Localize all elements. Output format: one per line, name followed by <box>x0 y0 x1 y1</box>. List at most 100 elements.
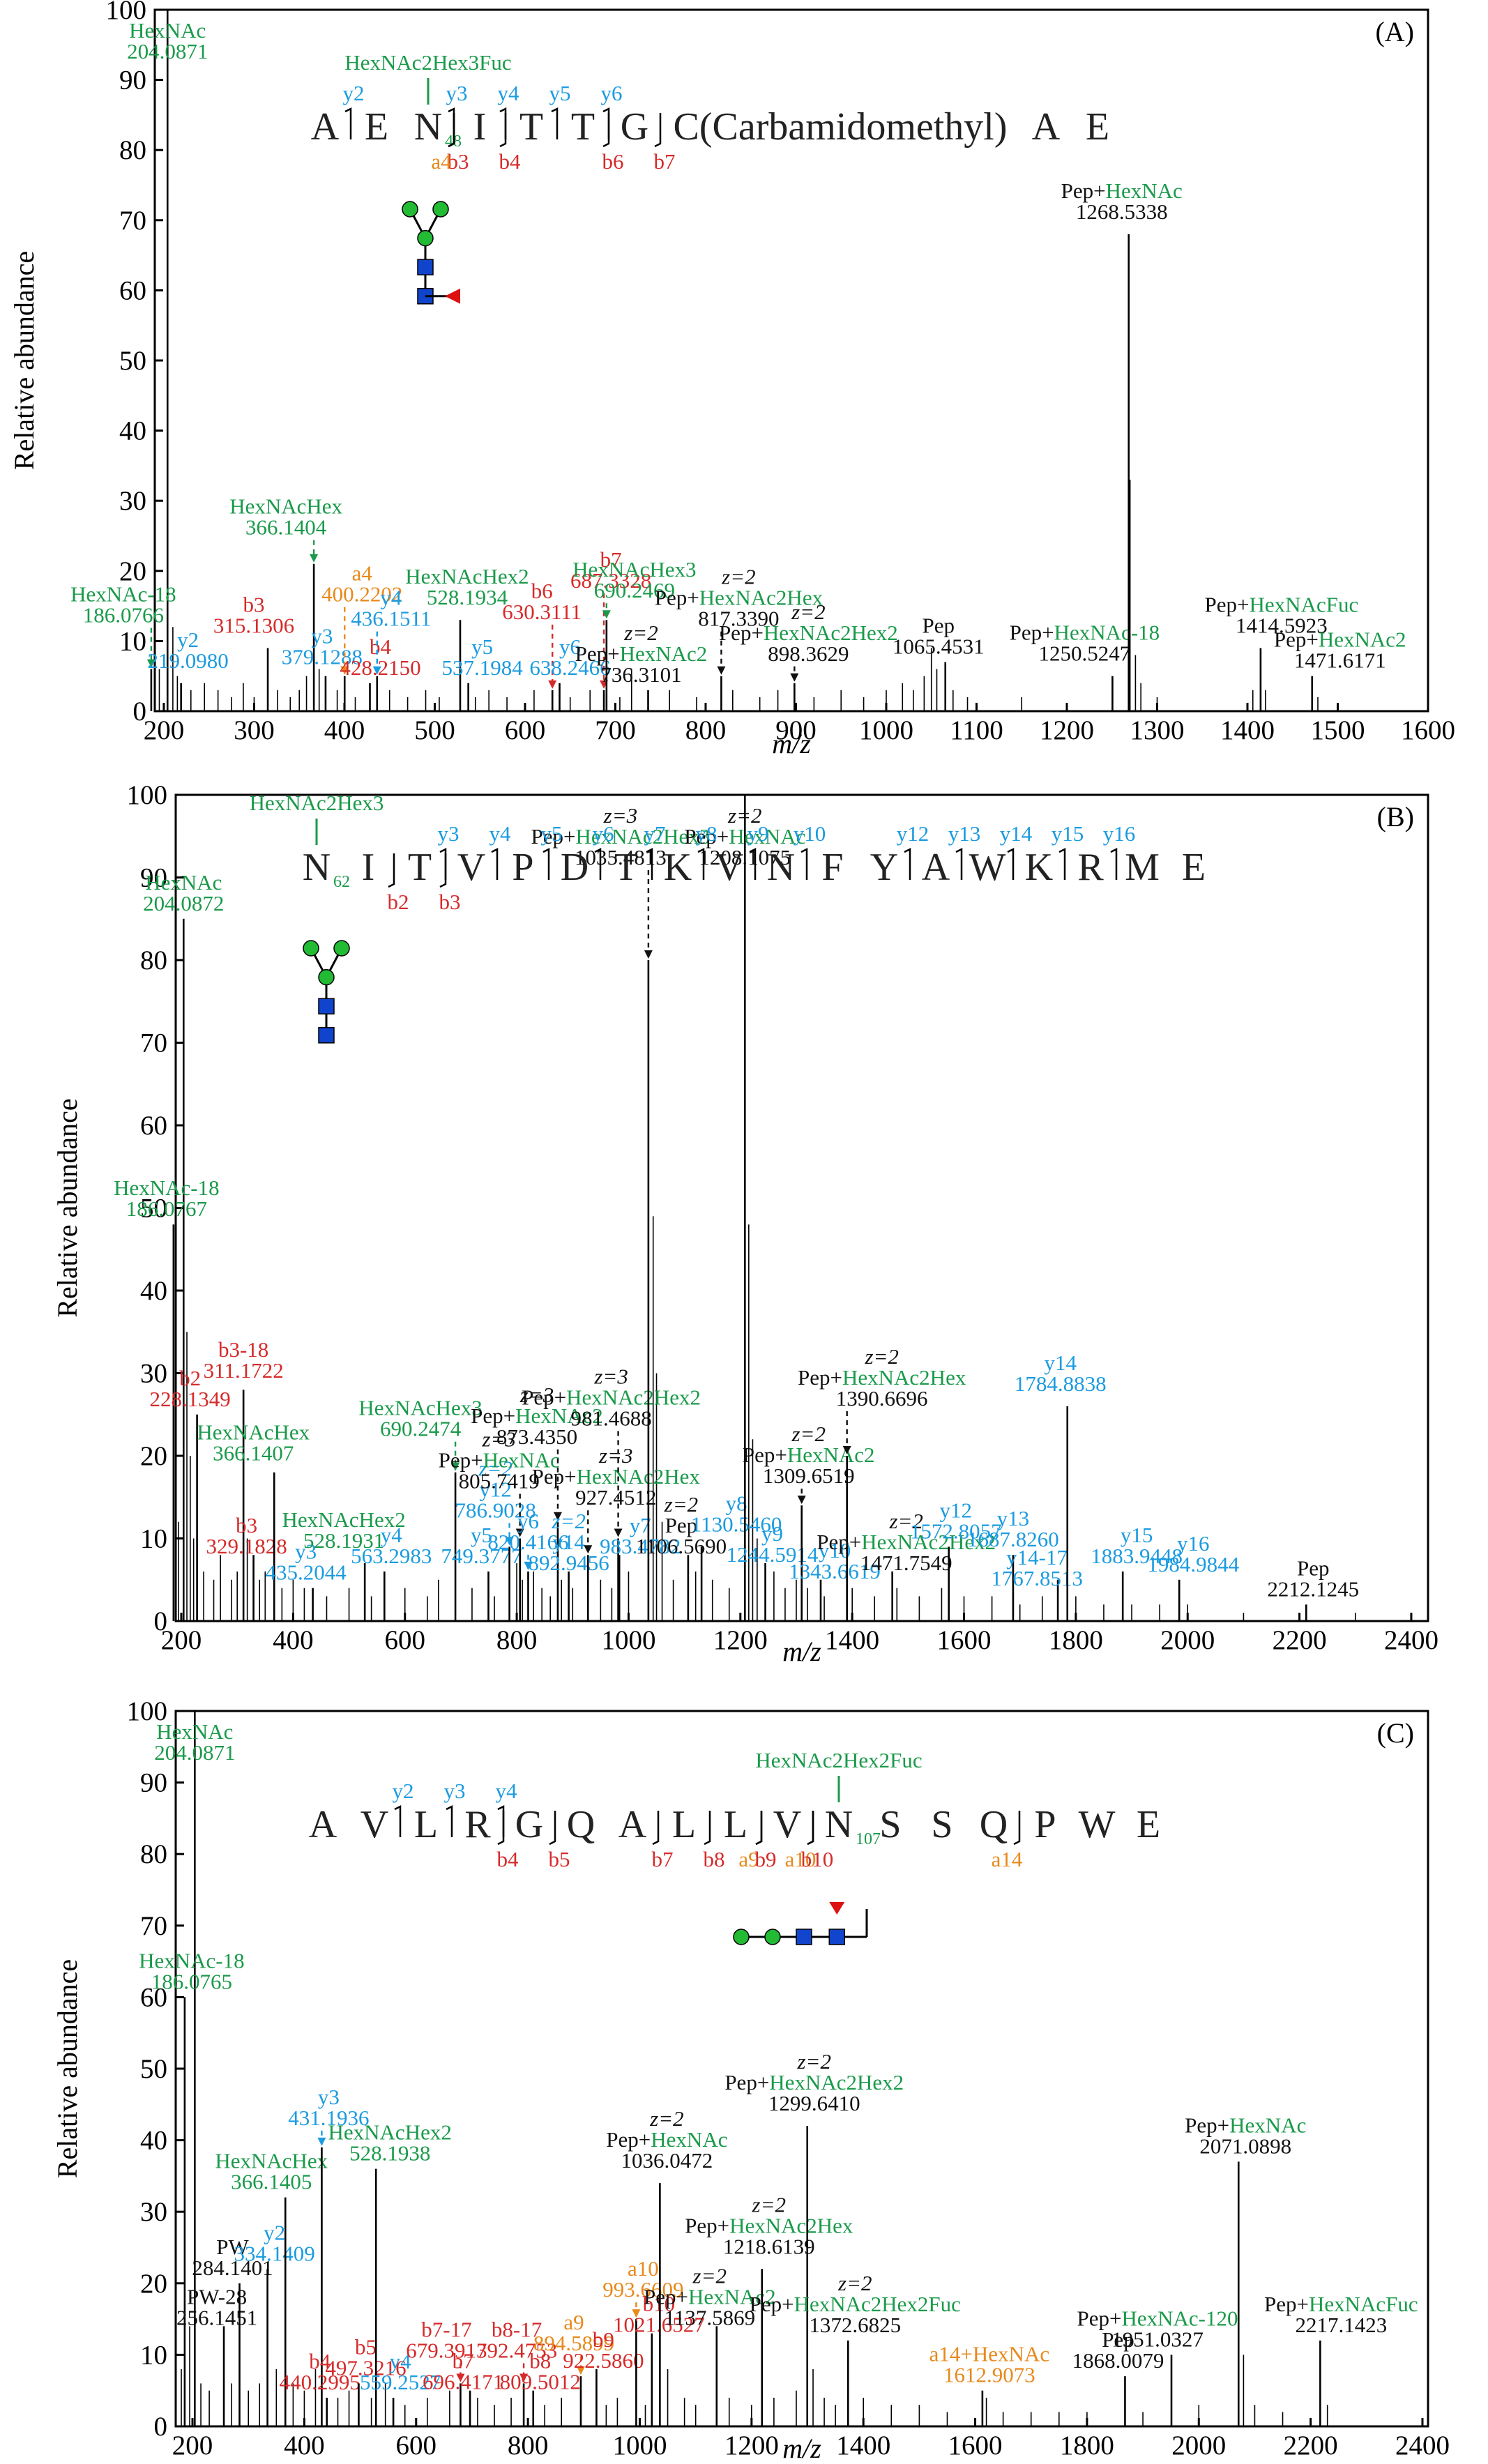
y-ion-label: y6 <box>593 821 614 846</box>
y-ion-bracket <box>1007 847 1015 880</box>
peak-label-line: Pep+HexNAc2Hex2 <box>522 1385 701 1410</box>
label-part: HexNAc2Hex <box>729 2213 853 2237</box>
x-tick-label: 1000 <box>601 1625 655 1655</box>
x-tick-label: 1300 <box>1130 715 1184 745</box>
peak-label-line: 679.3913 <box>406 2338 487 2362</box>
residue: G <box>621 105 648 149</box>
hexnac-glyph <box>318 1027 335 1044</box>
residue: L <box>672 1803 696 1846</box>
peak-label-line: 1868.0079 <box>1072 2348 1164 2373</box>
y-tick-label: 30 <box>140 1359 167 1389</box>
residue: F <box>821 846 843 889</box>
b-ion-bracket <box>755 1811 763 1846</box>
y-tick-label: 70 <box>119 206 146 236</box>
y-tick-label: 10 <box>119 626 146 656</box>
peak-label-line: 1299.6410 <box>768 2091 860 2115</box>
y-tick-label: 30 <box>119 486 146 516</box>
y-tick-label: 60 <box>140 1982 167 2012</box>
peak-label-line: b8-17 <box>492 2317 542 2341</box>
peak-label-line: 537.1984 <box>442 655 524 680</box>
y-ion-label: y5 <box>541 821 563 846</box>
hexnac-glyph <box>828 1929 845 1945</box>
b-ion-bracket <box>704 1811 711 1846</box>
peak-label-line: HexNAcHex <box>215 2149 328 2173</box>
residue: V <box>457 846 485 889</box>
y-ion-label: y2 <box>343 81 365 105</box>
peak-label-line: z=2 <box>478 1456 512 1480</box>
x-tick-label: 1600 <box>1401 715 1455 745</box>
y-ion-label: y15 <box>1052 821 1084 846</box>
residue: D <box>561 846 589 889</box>
residue: T <box>614 846 638 889</box>
residue: A <box>311 105 340 149</box>
peak-label-line: 204.0872 <box>143 891 224 915</box>
label-part: HexNAc-18 <box>1054 621 1160 645</box>
residue: T <box>408 846 432 889</box>
leader-arrow <box>553 1512 562 1521</box>
label-part: Pep+ <box>575 641 620 666</box>
peak-label-line: y7 <box>630 1513 651 1537</box>
peak-label-line: z=2 <box>837 2271 872 2295</box>
x-tick-label: 1500 <box>1310 715 1365 745</box>
leader-arrow <box>340 666 349 675</box>
residue: R <box>464 1803 491 1846</box>
peak-label-line: 736.3101 <box>600 662 681 687</box>
residue: Y <box>870 846 898 889</box>
label-part: Pep+ <box>750 2292 794 2316</box>
peak-label-line: z=2 <box>727 803 761 828</box>
label-part: Pep+ <box>1205 592 1250 616</box>
residue: Q <box>567 1803 595 1846</box>
hexose-glyph <box>402 201 418 218</box>
a-ion-label: a10 <box>785 1847 817 1871</box>
leader-arrow <box>317 2137 326 2146</box>
x-tick-label: 1800 <box>1060 2431 1114 2461</box>
spectrum-panel: 200 400 600 800 1000 1200 1400 1600 1800 2000 2200… <box>52 1696 1450 2464</box>
y-tick-label: 40 <box>140 2126 167 2156</box>
peak-label-line: z=2 <box>551 1509 585 1533</box>
peak-label-line: 983.4782 <box>600 1534 681 1558</box>
peak-label-line: 1572.8057 <box>910 1519 1002 1543</box>
x-tick-label: 300 <box>234 715 275 745</box>
residue: K <box>664 846 692 889</box>
peak-label-line: Pep+HexNAc2Hex <box>685 2213 853 2237</box>
peak-label-line: 1268.5338 <box>1076 199 1168 224</box>
leader-arrow <box>524 1561 533 1570</box>
b-ion-bracket <box>652 1811 660 1846</box>
peak-label-line: b3 <box>236 1513 257 1537</box>
peak-label-line: 1883.9448 <box>1091 1544 1183 1568</box>
peak-label-line: 563.2983 <box>351 1544 432 1568</box>
hexose-glyph <box>318 968 335 986</box>
peak-label-line: 1612.9073 <box>943 2363 1035 2387</box>
peak-label-line: 690.2474 <box>380 1417 462 1441</box>
label-part: HexNAc2 <box>1319 628 1406 652</box>
peak-label-line: PW <box>216 2235 249 2259</box>
x-tick-label: 800 <box>685 715 727 745</box>
y-tick-label: 0 <box>154 2412 168 2442</box>
leader-arrow <box>146 659 155 668</box>
y-tick-label: 20 <box>140 1441 167 1471</box>
leader-arrow <box>310 554 319 563</box>
peak-label-line: y12 <box>479 1477 512 1501</box>
b-ion-label: b7 <box>654 149 676 174</box>
peak-label-line: 1372.6825 <box>809 2313 901 2337</box>
x-tick-label: 1200 <box>713 1625 768 1655</box>
leader-arrow <box>797 1496 806 1505</box>
peak-label-line: 690.2469 <box>594 578 675 602</box>
peak-label-line: 334.1409 <box>234 2241 314 2265</box>
residue: W <box>969 846 1006 889</box>
y-ion-bracket <box>394 1804 402 1837</box>
